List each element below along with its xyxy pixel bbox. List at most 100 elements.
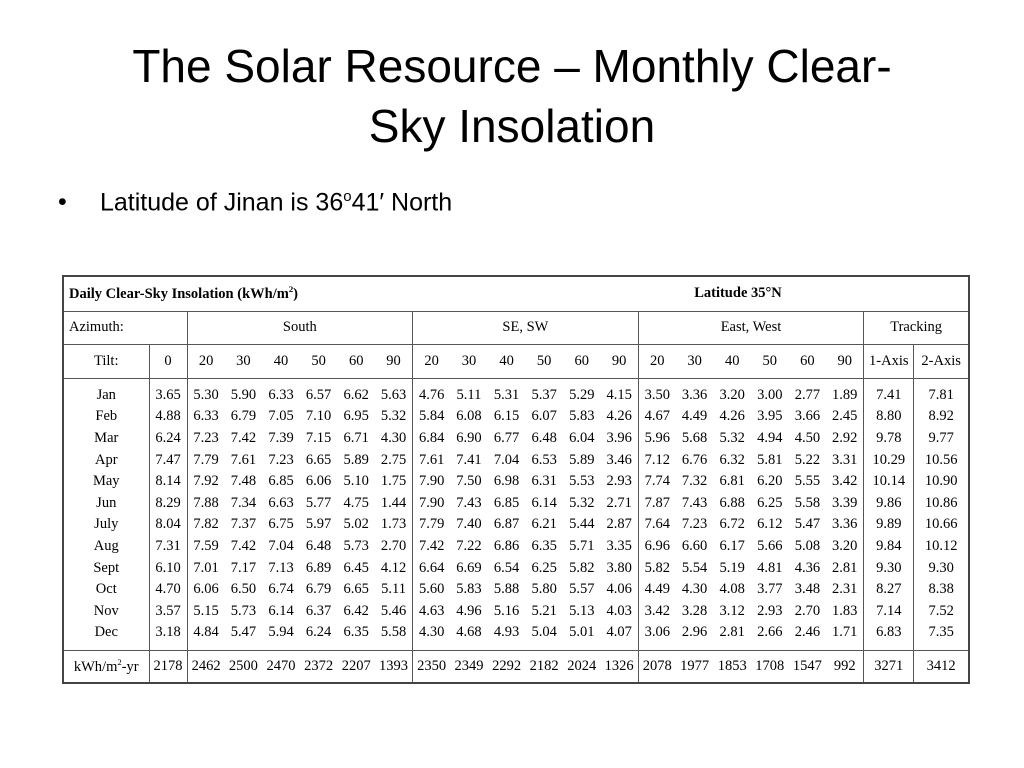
- value: 10.56: [913, 449, 969, 471]
- cell-text: ): [293, 286, 298, 303]
- value: 3.57: [148, 600, 188, 623]
- value: 3.48: [794, 581, 821, 598]
- value: 6.25: [757, 494, 783, 511]
- month: Sept: [93, 559, 120, 576]
- value: 6.57: [305, 386, 332, 403]
- total: 2500: [228, 657, 258, 674]
- total: 2292: [492, 657, 522, 674]
- total: 2178: [148, 650, 188, 684]
- value: 5.13: [569, 602, 595, 619]
- value: 5.89: [343, 451, 369, 468]
- value: 6.21: [531, 516, 557, 533]
- month: Aug: [93, 537, 119, 554]
- value: 2.96: [675, 622, 714, 651]
- value: 6.04: [569, 429, 595, 446]
- total: 1853: [717, 657, 747, 674]
- total-label: kWh/m2-yr: [63, 650, 149, 683]
- value: 5.04: [525, 622, 563, 651]
- caption: Daily Clear-Sky Insolation (kWh/m2): [63, 276, 639, 312]
- value: 10.14: [863, 470, 914, 493]
- value: 5.30: [186, 378, 225, 407]
- value: 7.42: [230, 429, 257, 446]
- bullet: • Latitude of Jinan is 36o41′ North: [58, 188, 452, 217]
- value: 5.19: [719, 559, 745, 576]
- total: 2350: [412, 650, 451, 684]
- value: 7.74: [637, 470, 676, 493]
- value: 4.63: [412, 600, 451, 623]
- value: 3.42: [832, 473, 858, 490]
- cell-sup: 2: [288, 284, 294, 295]
- value: 5.57: [569, 581, 595, 598]
- value: 3.20: [832, 537, 858, 554]
- value: 5.08: [794, 537, 821, 554]
- value: 6.33: [186, 406, 225, 428]
- value: 4.30: [412, 622, 451, 651]
- value: 6.72: [719, 516, 745, 533]
- value: 5.82: [569, 559, 595, 576]
- value: 7.31: [148, 535, 188, 558]
- value: 6.14: [268, 602, 294, 619]
- value: 2.93: [606, 473, 632, 490]
- tilt: 40: [713, 344, 751, 379]
- value: 3.50: [637, 378, 676, 407]
- value: 5.55: [794, 473, 821, 490]
- value: 4.49: [637, 578, 676, 601]
- value: 5.94: [262, 622, 300, 651]
- value: 6.37: [305, 602, 332, 619]
- value: 7.04: [493, 451, 520, 468]
- value: 4.70: [148, 578, 188, 601]
- value: 3.42: [637, 600, 676, 623]
- value: 6.12: [757, 516, 783, 533]
- value: 5.96: [637, 427, 676, 450]
- value: 3.66: [794, 408, 821, 425]
- value: 7.50: [456, 473, 482, 490]
- data-row: Nov 3.57 5.15 5.73 6.14 6.37 6.42 5.46 4.63 4.96 5…: [63, 600, 969, 623]
- value: 3.77: [757, 581, 783, 598]
- tilt: 20: [186, 344, 225, 379]
- value: 5.73: [230, 602, 257, 619]
- value: 3.36: [681, 386, 708, 403]
- value: 6.87: [493, 516, 520, 533]
- value: 5.02: [343, 516, 369, 533]
- value: 3.06: [637, 622, 676, 651]
- value: 7.04: [268, 537, 294, 554]
- group-header: South: [186, 311, 413, 345]
- value: 2.81: [713, 622, 751, 651]
- value: 7.23: [268, 451, 294, 468]
- tilt: 50: [525, 344, 563, 379]
- value: 6.54: [493, 559, 520, 576]
- month: Jun: [96, 494, 117, 511]
- value: 1.44: [380, 494, 407, 511]
- value: 6.33: [268, 386, 294, 403]
- value: 5.71: [569, 537, 595, 554]
- value: 7.61: [230, 451, 257, 468]
- value: 3.80: [606, 559, 632, 576]
- value: 2.92: [832, 429, 858, 446]
- total: 2349: [454, 657, 484, 674]
- bullet-sup: o: [343, 188, 352, 205]
- month: July: [94, 516, 119, 533]
- value: 5.66: [757, 537, 783, 554]
- data-row: Apr 7.47 7.79 7.61 7.23 6.65 5.89 2.75 7.61 7.41 7…: [63, 449, 969, 471]
- total: 1977: [680, 657, 710, 674]
- value: 6.60: [681, 537, 708, 554]
- value: 3.00: [757, 386, 783, 403]
- month: Apr: [94, 451, 118, 468]
- value: 10.90: [913, 470, 969, 493]
- value: 7.10: [305, 408, 332, 425]
- bullet-text: 41′ North: [351, 188, 453, 217]
- tilt: 90: [600, 344, 639, 379]
- value: 4.68: [450, 622, 488, 651]
- total: 2207: [341, 657, 371, 674]
- value: 9.86: [863, 492, 914, 515]
- total: 1708: [755, 657, 785, 674]
- value: 6.81: [719, 473, 745, 490]
- value: 6.24: [148, 427, 188, 450]
- tilt: 0: [148, 344, 188, 379]
- value: 6.76: [681, 451, 708, 468]
- value: 7.43: [681, 494, 708, 511]
- value: 7.41: [863, 378, 914, 407]
- value: 7.82: [186, 514, 225, 536]
- value: 4.30: [380, 429, 407, 446]
